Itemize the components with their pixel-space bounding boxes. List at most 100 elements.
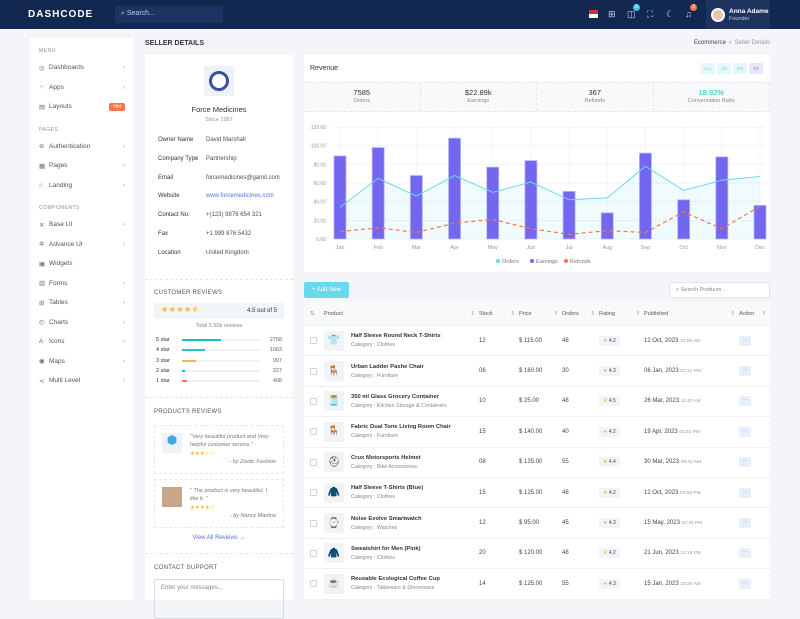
product-review: ⬢ "Very beautiful product and Very helpfu… xyxy=(154,424,284,474)
select-all-sort[interactable]: ⇅ xyxy=(310,310,315,317)
column-header-price[interactable]: Price ⇕ xyxy=(519,311,562,317)
column-header-action[interactable]: Action ⇕ xyxy=(739,311,770,317)
cart-icon[interactable]: ◫ xyxy=(627,9,636,19)
bell-icon[interactable]: ♫ xyxy=(685,9,692,19)
product-name[interactable]: Reusable Ecological Coffee Cup xyxy=(351,576,440,583)
user-menu[interactable]: Anna Adame Founder xyxy=(706,0,770,29)
orders-line xyxy=(339,165,761,208)
column-header-published[interactable]: Published ⇕ xyxy=(644,311,739,317)
row-checkbox[interactable] xyxy=(310,519,317,527)
legend-marker xyxy=(530,259,534,263)
row-checkbox[interactable] xyxy=(310,458,317,466)
view-all-reviews-link[interactable]: View All Reviews → xyxy=(192,534,246,541)
sort-icon[interactable]: ⇕ xyxy=(730,310,735,317)
product-cell: ⛑ Crux Motorsports Helmet Category : Bike … xyxy=(324,452,479,473)
legend-label: Refunds xyxy=(570,259,591,265)
sidebar-item-icons[interactable]: A Icons › xyxy=(30,332,134,352)
moon-icon[interactable]: ☾ xyxy=(666,9,675,19)
sidebar-item-widgets[interactable]: ▣ Widgets xyxy=(30,254,134,274)
sort-icon[interactable]: ⇕ xyxy=(590,310,595,317)
legend-label: Orders xyxy=(502,259,519,265)
stock: 12 xyxy=(479,520,486,527)
product-name[interactable]: 350 ml Glass Grocery Container xyxy=(351,393,439,400)
sidebar-item-tables[interactable]: ⊞ Tables › xyxy=(30,293,134,313)
product-name[interactable]: Sweatshirt for Men (Pink) xyxy=(351,545,421,552)
product-name[interactable]: Urban Ladder Pashe Chair xyxy=(351,363,424,370)
filter-1m[interactable]: 1M xyxy=(717,63,731,74)
add-new-button[interactable]: + Add New xyxy=(304,282,349,298)
sidebar-item-multi-level[interactable]: ⋖ Multi Level › xyxy=(30,371,134,391)
more-actions-button[interactable]: ··· xyxy=(739,426,751,437)
website-link[interactable]: www.forcemedicines.com xyxy=(206,193,274,200)
product-name[interactable]: Noise Evolve Smartwatch xyxy=(351,515,422,522)
sidebar-item-base-ui[interactable]: ✕ Base UI › xyxy=(30,215,134,235)
sidebar-item-charts[interactable]: ◴ Charts › xyxy=(30,313,134,333)
sidebar-item-label: Maps xyxy=(49,357,65,365)
row-checkbox[interactable] xyxy=(310,397,317,405)
more-actions-button[interactable]: ··· xyxy=(739,578,751,589)
more-actions-button[interactable]: ··· xyxy=(739,396,751,407)
sort-icon[interactable]: ⇕ xyxy=(635,310,640,317)
sort-icon[interactable]: ⇕ xyxy=(553,310,558,317)
more-actions-button[interactable]: ··· xyxy=(739,548,751,559)
column-header-product[interactable]: Product ⇕ xyxy=(324,311,479,317)
product-name[interactable]: Half Sleeve T-Shirts (Blue) xyxy=(351,485,424,492)
filter-1y[interactable]: 1Y xyxy=(749,63,763,74)
published-time: 10:29 AM xyxy=(680,581,701,587)
product-category: Category : Kitchen Storage & Containers xyxy=(351,402,447,409)
info-label: Owner Name xyxy=(158,137,194,143)
breadcrumb-ecommerce[interactable]: Ecommerce xyxy=(693,40,726,46)
sidebar-item-landing[interactable]: ⌂ Landing › xyxy=(30,176,134,196)
review-stars-icon: ★★★★☆ xyxy=(190,504,215,511)
more-actions-button[interactable]: ··· xyxy=(739,518,751,529)
row-checkbox[interactable] xyxy=(310,428,317,436)
product-name[interactable]: Half Sleeve Round Neck T-Shirts xyxy=(351,333,441,340)
row-checkbox[interactable] xyxy=(310,337,317,345)
more-actions-button[interactable]: ··· xyxy=(739,366,751,377)
logo[interactable]: DASHCODE xyxy=(28,9,94,20)
flag-icon[interactable] xyxy=(589,10,598,18)
search-input[interactable]: ⌕ Search... xyxy=(115,6,223,23)
info-row: Contact No. +(123) 9876 654 321 xyxy=(145,212,293,231)
earnings-bar xyxy=(677,199,691,240)
sidebar-item-layouts[interactable]: ▤ Layouts Hot xyxy=(30,97,134,117)
y-tick-label: 0.00 xyxy=(316,237,326,243)
more-actions-button[interactable]: ··· xyxy=(739,487,751,498)
fullscreen-icon[interactable]: ⛶ xyxy=(647,9,654,19)
review-author: - by Nancy Martino xyxy=(229,513,276,520)
product-name[interactable]: Fabric Dual Tone Living Room Chair xyxy=(351,424,451,431)
column-header-rating[interactable]: Rating ⇕ xyxy=(599,311,644,317)
product-search-input[interactable]: ⌕ Search Products... xyxy=(669,282,770,298)
row-checkbox[interactable] xyxy=(310,580,317,588)
row-checkbox[interactable] xyxy=(310,549,317,557)
sidebar-item-apps[interactable]: ⁘ Apps › xyxy=(30,78,134,98)
sidebar-item-dashboards[interactable]: ◎ Dashboards › xyxy=(30,58,134,78)
sort-icon[interactable]: ⇕ xyxy=(761,310,766,317)
sort-icon[interactable]: ⇕ xyxy=(510,310,515,317)
row-checkbox[interactable] xyxy=(310,367,317,375)
column-header-orders[interactable]: Orders ⇕ xyxy=(562,311,599,317)
orders: 55 xyxy=(562,459,569,466)
message-textarea[interactable]: Enter your messages... xyxy=(154,578,284,619)
price: $ 125.00 xyxy=(519,489,543,496)
filter-6m[interactable]: 6M xyxy=(733,63,747,74)
row-checkbox[interactable] xyxy=(310,489,317,497)
rating-bar-track xyxy=(182,380,260,383)
column-header-stock[interactable]: Stock ⇕ xyxy=(479,311,519,317)
user-name: Anna Adame xyxy=(729,7,769,15)
apps-grid-icon[interactable]: ⊞ xyxy=(608,9,616,19)
info-row: Fax +1 999 876 5432 xyxy=(145,231,293,250)
sidebar-item-advance-ui[interactable]: ✲ Advance UI › xyxy=(30,235,134,255)
sidebar-item-forms[interactable]: ▥ Forms › xyxy=(30,274,134,294)
sidebar-item-maps[interactable]: ◉ Maps › xyxy=(30,352,134,372)
more-actions-button[interactable]: ··· xyxy=(739,335,751,346)
filter-all[interactable]: ALL xyxy=(701,63,715,74)
info-row: Location United Kingdom xyxy=(145,250,293,269)
sidebar-item-pages[interactable]: ▦ Pages › xyxy=(30,156,134,176)
sort-icon[interactable]: ⇕ xyxy=(470,310,475,317)
sidebar-item-authentication[interactable]: ⊛ Authentication › xyxy=(30,137,134,157)
earnings-bar xyxy=(333,155,347,240)
product-name[interactable]: Crux Motorsports Helmet xyxy=(351,454,421,461)
rating-value: 4.2 xyxy=(608,550,616,557)
more-actions-button[interactable]: ··· xyxy=(739,457,751,468)
